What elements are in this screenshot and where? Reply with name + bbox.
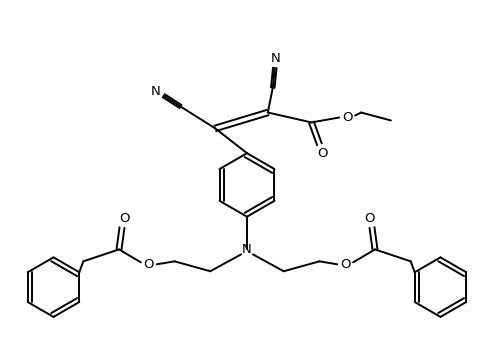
Text: O: O xyxy=(120,212,130,225)
Text: O: O xyxy=(364,212,374,225)
Text: O: O xyxy=(144,258,154,271)
Text: N: N xyxy=(151,85,161,98)
Text: N: N xyxy=(242,243,252,256)
Text: O: O xyxy=(340,258,350,271)
Text: O: O xyxy=(317,147,328,160)
Text: O: O xyxy=(342,111,352,124)
Text: N: N xyxy=(271,52,281,65)
